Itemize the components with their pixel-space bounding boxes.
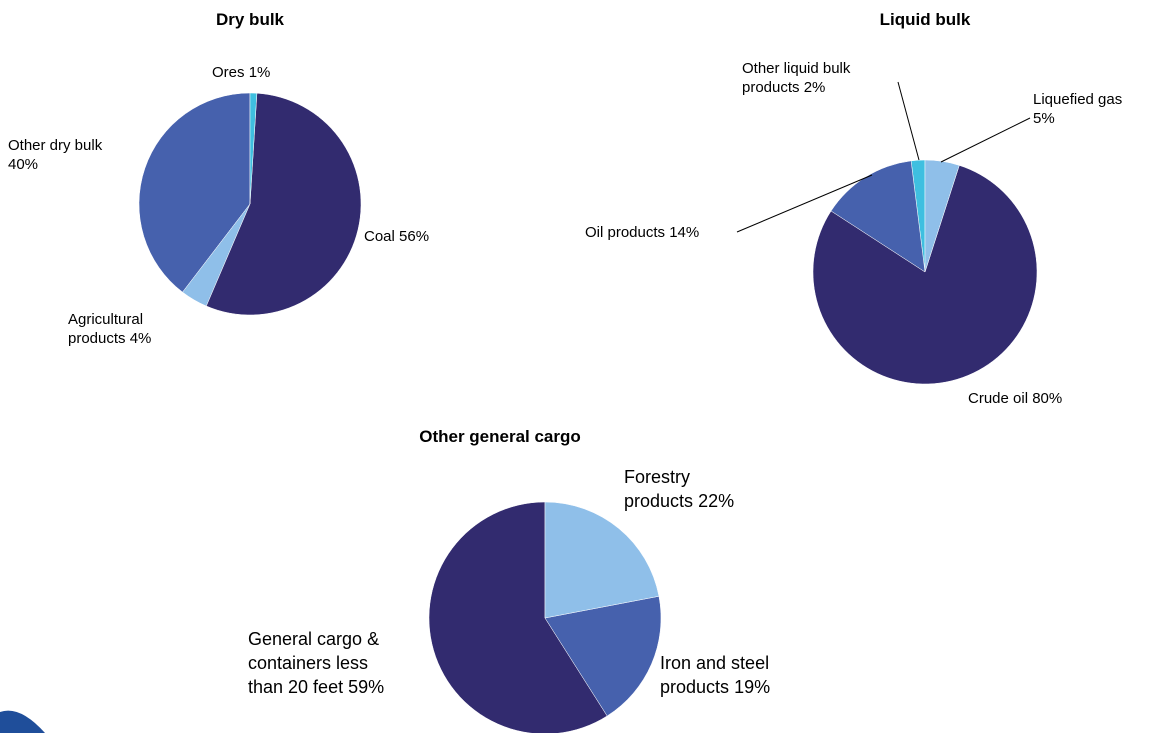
- pie-slice: [206, 92, 362, 316]
- category-label: General cargo & containers less than 20 …: [248, 629, 380, 697]
- category-label: Liquefied gas: [1033, 91, 1123, 108]
- category-label: Other dry bulk: [8, 137, 103, 154]
- value-label: 56%: [399, 228, 430, 245]
- value-label: 4%: [129, 330, 152, 347]
- slice-label: Oil products 14%: [585, 223, 745, 242]
- value-label: 80%: [1032, 390, 1063, 407]
- category-label: Coal: [364, 228, 395, 245]
- value-label: 22%: [698, 491, 735, 511]
- value-label: 2%: [803, 79, 826, 96]
- pie-slice: [544, 501, 660, 619]
- value-label: 14%: [669, 224, 700, 241]
- value-label: 5%: [1033, 110, 1055, 127]
- pie-slice: [428, 501, 608, 733]
- category-label: Crude oil: [968, 390, 1029, 407]
- slice-label: Other dry bulk 40%: [8, 136, 118, 174]
- category-label: Other liquid bulk products: [742, 60, 851, 96]
- slice-label: Crude oil 80%: [968, 389, 1098, 408]
- category-label: Oil products: [585, 224, 666, 241]
- slice-label: Ores 1%: [212, 63, 332, 82]
- slice-label: Liquefied gas 5%: [1033, 90, 1133, 128]
- slice-label: Other liquid bulk products 2%: [742, 59, 902, 97]
- category-label: Iron and steel products: [660, 653, 770, 697]
- value-label: 1%: [248, 64, 271, 81]
- leader-line: [940, 117, 1031, 163]
- slice-label: Iron and steel products 19%: [660, 651, 810, 699]
- pie-slice: [812, 165, 1038, 385]
- chart-title: Liquid bulk: [879, 10, 971, 29]
- value-label: 40%: [8, 156, 39, 173]
- category-label: Forestry products: [624, 467, 694, 511]
- value-label: 19%: [734, 677, 771, 697]
- category-label: Ores: [212, 64, 245, 81]
- slice-label: Forestry products 22%: [624, 465, 754, 513]
- leader-line: [736, 174, 873, 233]
- value-label: 59%: [348, 677, 385, 697]
- leader-line: [897, 81, 920, 161]
- pie-slice: [544, 595, 662, 717]
- pie-slice: [138, 92, 251, 293]
- pie-slice: [249, 92, 258, 205]
- slice-label: Agricultural products 4%: [68, 310, 168, 348]
- category-label: Agricultural products: [68, 311, 144, 347]
- decoration: [0, 710, 45, 733]
- chart-title: Other general cargo: [419, 427, 581, 446]
- pie-slice: [830, 160, 926, 273]
- slice-label: Coal 56%: [364, 227, 484, 246]
- slice-label: General cargo & containers less than 20 …: [248, 627, 408, 699]
- chart-title: Dry bulk: [215, 10, 285, 29]
